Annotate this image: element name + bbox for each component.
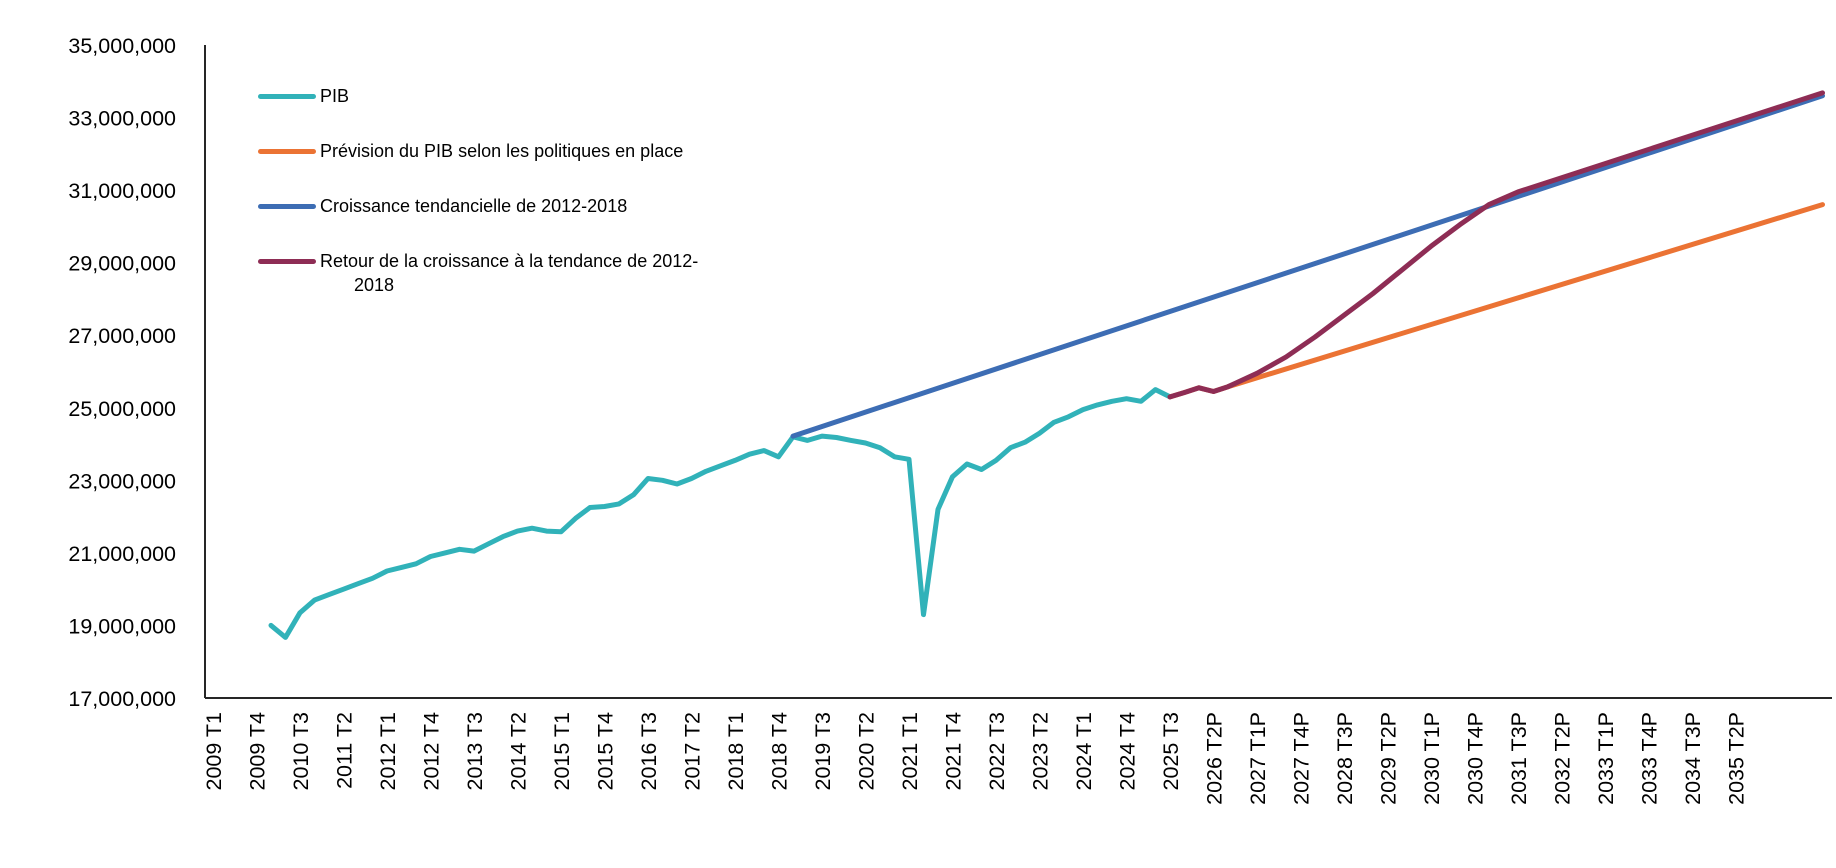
tendance-series-label: Croissance tendancielle de 2012-2018 (320, 196, 628, 216)
x-tick-label: 2010 T3 (289, 712, 313, 791)
x-tick-label: 2030 T4P (1464, 712, 1488, 805)
x-tick-label: 2026 T2P (1203, 712, 1227, 805)
x-tick-label: 2012 T1 (376, 712, 400, 791)
y-tick-label: 23,000,000 (68, 469, 176, 493)
y-tick-label: 25,000,000 (68, 397, 176, 421)
x-tick-label: 2021 T1 (898, 712, 922, 791)
retour-series-label-line1: Retour de la croissance à la tendance de… (320, 251, 699, 271)
x-tick-label: 2015 T1 (550, 712, 574, 791)
pib-series-swatch (258, 94, 316, 99)
retour-series-swatch (258, 259, 316, 264)
chart-legend: PIB Prévision du PIB selon les politique… (258, 84, 698, 297)
y-tick-label: 17,000,000 (68, 687, 176, 711)
x-tick-label: 2023 T2 (1029, 712, 1053, 791)
x-tick-label: 2028 T3P (1333, 712, 1357, 805)
prevision-series-label: Prévision du PIB selon les politiques en… (320, 141, 684, 161)
retour-series-label: Retour de la croissance à la tendance de… (320, 249, 698, 297)
x-tick-label: 2022 T3 (985, 712, 1009, 791)
legend-item-retour: Retour de la croissance à la tendance de… (258, 249, 698, 297)
retour-series-label-line2: 2018 (354, 275, 395, 295)
x-tick-label: 2018 T4 (768, 712, 792, 791)
x-tick-label: 2013 T3 (463, 712, 487, 791)
series-line-retour (1167, 90, 1825, 400)
y-tick-label: 33,000,000 (68, 107, 176, 131)
x-tick-label: 2034 T3P (1681, 712, 1705, 805)
x-tick-label: 2009 T4 (246, 712, 270, 791)
y-tick-label: 19,000,000 (68, 614, 176, 638)
tendance-series-swatch (258, 204, 316, 209)
x-tick-label: 2024 T4 (1116, 712, 1140, 791)
x-tick-label: 2029 T2P (1377, 712, 1401, 805)
x-tick-label: 2018 T1 (724, 712, 748, 791)
x-tick-label: 2031 T3P (1507, 712, 1531, 805)
x-tick-label: 2021 T4 (942, 712, 966, 791)
x-tick-label: 2025 T3 (1159, 712, 1183, 791)
x-tick-label: 2012 T4 (420, 712, 444, 791)
x-tick-label: 2019 T3 (811, 712, 835, 791)
legend-item-prevision: Prévision du PIB selon les politiques en… (258, 139, 698, 163)
x-tick-label: 2032 T2P (1551, 712, 1575, 805)
x-tick-label: 2027 T4P (1290, 712, 1314, 805)
y-tick-label: 29,000,000 (68, 252, 176, 276)
x-tick-label: 2033 T1P (1594, 712, 1618, 805)
y-tick-label: 31,000,000 (68, 179, 176, 203)
series-line-tendance (790, 93, 1825, 439)
series-line-pib (268, 387, 1173, 640)
pib-series-label: PIB (320, 86, 350, 106)
y-tick-label: 27,000,000 (68, 324, 176, 348)
x-tick-label: 2015 T4 (594, 712, 618, 791)
x-tick-label: 2009 T1 (202, 712, 226, 791)
x-tick-label: 2030 T1P (1420, 712, 1444, 805)
x-tick-label: 2016 T3 (637, 712, 661, 791)
y-tick-label: 21,000,000 (68, 542, 176, 566)
legend-item-pib: PIB (258, 84, 698, 108)
x-tick-label: 2033 T4P (1638, 712, 1662, 805)
x-tick-label: 2011 T2 (333, 712, 357, 789)
x-tick-label: 2020 T2 (855, 712, 879, 791)
legend-item-tendance: Croissance tendancielle de 2012-2018 (258, 194, 698, 218)
y-tick-label: 35,000,000 (68, 34, 176, 58)
x-tick-label: 2024 T1 (1072, 712, 1096, 791)
prevision-series-swatch (258, 149, 316, 154)
x-tick-label: 2017 T2 (681, 712, 705, 791)
x-tick-label: 2014 T2 (507, 712, 531, 791)
x-tick-label: 2027 T1P (1246, 712, 1270, 805)
x-tick-label: 2035 T2P (1725, 712, 1749, 805)
